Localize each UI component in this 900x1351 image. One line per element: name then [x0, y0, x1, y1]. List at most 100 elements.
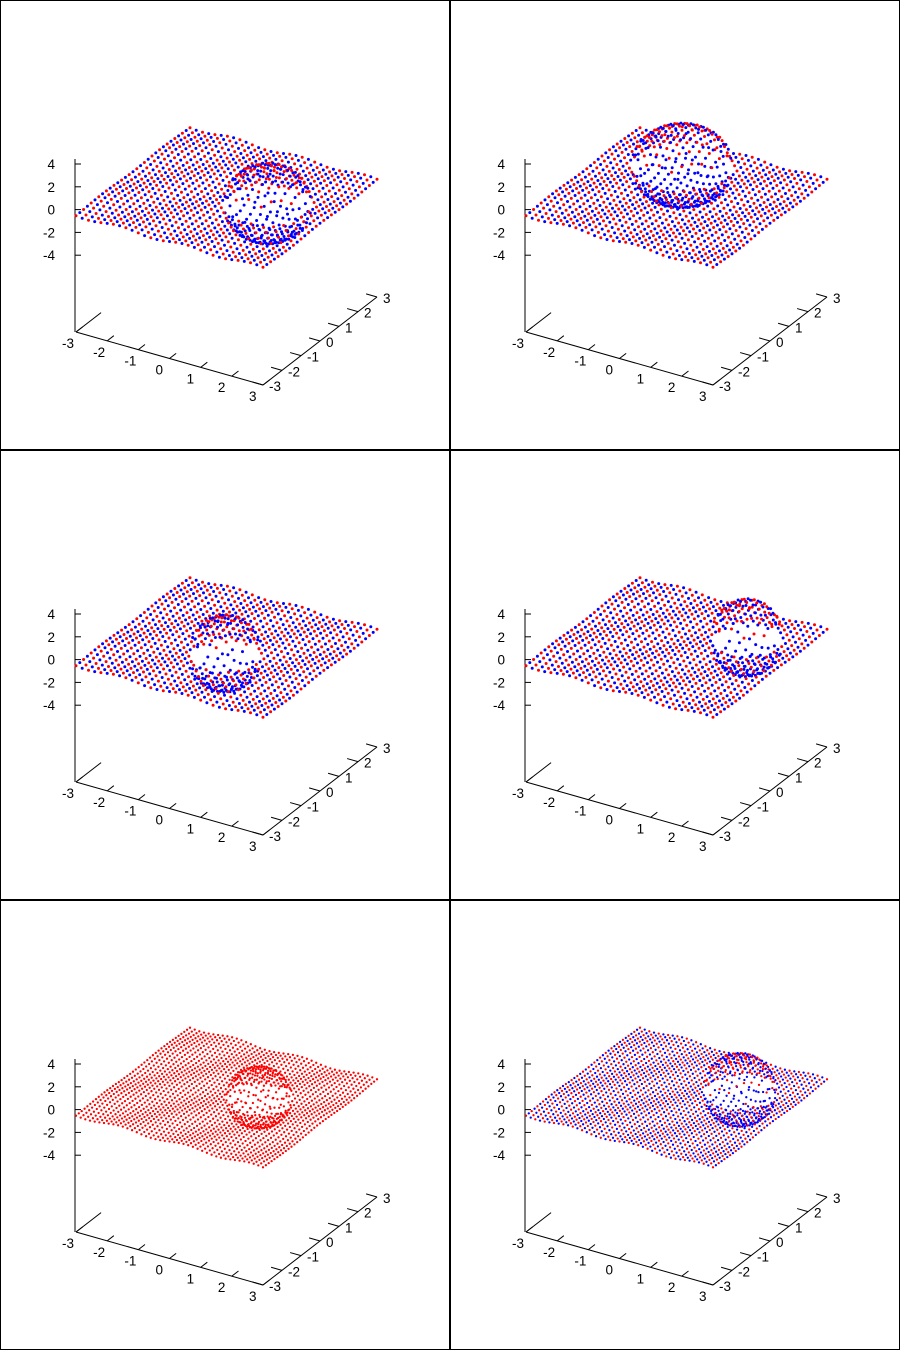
data-point: [191, 131, 194, 134]
data-point: [743, 236, 746, 239]
data-point: [142, 1068, 144, 1070]
data-point: [297, 159, 300, 162]
data-point: [143, 1078, 145, 1080]
data-point: [763, 634, 766, 637]
data-point: [627, 656, 630, 659]
data-point: [104, 646, 107, 649]
z-tick-label: -2: [43, 1125, 55, 1140]
data-point: [169, 160, 172, 163]
data-point: [338, 208, 341, 211]
data-point: [164, 171, 167, 174]
data-point: [201, 202, 204, 205]
data-point: [188, 145, 191, 148]
data-point: [283, 238, 286, 241]
data-point: [657, 225, 660, 228]
y-tick-mark: [759, 338, 770, 341]
data-point: [193, 174, 196, 177]
data-point: [612, 649, 615, 652]
data-point: [244, 703, 247, 706]
data-point: [276, 621, 279, 624]
data-point: [349, 178, 352, 181]
data-point: [572, 653, 575, 656]
z-tick-label: -4: [43, 698, 55, 713]
data-point: [611, 226, 614, 229]
data-point: [291, 231, 294, 234]
data-point: [646, 643, 649, 646]
data-point: [292, 1054, 294, 1056]
data-point: [155, 615, 158, 618]
data-point: [118, 206, 121, 209]
data-point: [702, 626, 705, 629]
data-point: [171, 601, 174, 604]
data-point: [211, 672, 214, 675]
data-point: [246, 628, 249, 631]
data-point: [631, 600, 634, 603]
data-point: [708, 152, 711, 155]
data-point: [251, 188, 254, 191]
data-point: [794, 191, 797, 194]
data-point: [608, 598, 611, 601]
data-point: [253, 201, 256, 204]
data-point: [758, 190, 761, 193]
data-point: [310, 1060, 312, 1062]
data-point: [528, 211, 531, 214]
data-point: [158, 1075, 160, 1077]
data-point: [249, 693, 252, 696]
data-point: [275, 680, 278, 683]
data-point: [168, 146, 171, 149]
data-point: [732, 696, 735, 699]
data-point: [153, 630, 156, 633]
data-point: [203, 195, 206, 198]
data-point: [265, 218, 268, 221]
data-point: [197, 583, 200, 586]
data-point: [215, 1045, 217, 1047]
data-point: [216, 231, 219, 234]
data-point: [555, 660, 558, 663]
data-point: [708, 196, 711, 199]
data-point: [260, 633, 263, 636]
data-point: [617, 604, 620, 607]
data-point: [236, 155, 239, 158]
data-point: [296, 691, 299, 694]
data-point: [773, 644, 776, 647]
data-point: [173, 230, 176, 233]
data-point: [139, 634, 142, 637]
data-point: [663, 695, 666, 698]
data-point: [193, 696, 196, 699]
data-point: [155, 634, 158, 637]
data-point: [750, 238, 753, 241]
data-point: [603, 663, 606, 666]
data-point: [250, 255, 253, 258]
data-point: [258, 178, 261, 181]
data-point: [177, 206, 180, 209]
data-point: [238, 252, 241, 255]
data-point: [169, 1041, 171, 1043]
data-point: [196, 1056, 198, 1058]
data-point: [677, 598, 680, 601]
data-point: [613, 681, 616, 684]
data-point: [761, 208, 764, 211]
data-point: [259, 242, 262, 245]
data-point: [318, 621, 321, 624]
data-point: [204, 1039, 206, 1041]
data-point: [710, 652, 713, 655]
data-point: [230, 185, 233, 188]
data-point: [301, 1056, 303, 1058]
data-point: [632, 664, 635, 667]
data-point: [185, 1072, 187, 1074]
data-point: [172, 647, 175, 650]
data-point: [703, 220, 706, 223]
data-point: [603, 160, 606, 163]
data-point: [626, 141, 629, 144]
data-point: [258, 647, 261, 650]
data-point: [272, 604, 275, 607]
data-point: [703, 165, 706, 168]
data-point: [124, 176, 127, 179]
data-point: [759, 614, 762, 617]
data-point: [587, 641, 590, 644]
data-point: [237, 220, 240, 223]
data-point: [190, 640, 193, 643]
data-point: [250, 628, 253, 631]
data-point: [574, 644, 577, 647]
data-point: [297, 630, 300, 633]
